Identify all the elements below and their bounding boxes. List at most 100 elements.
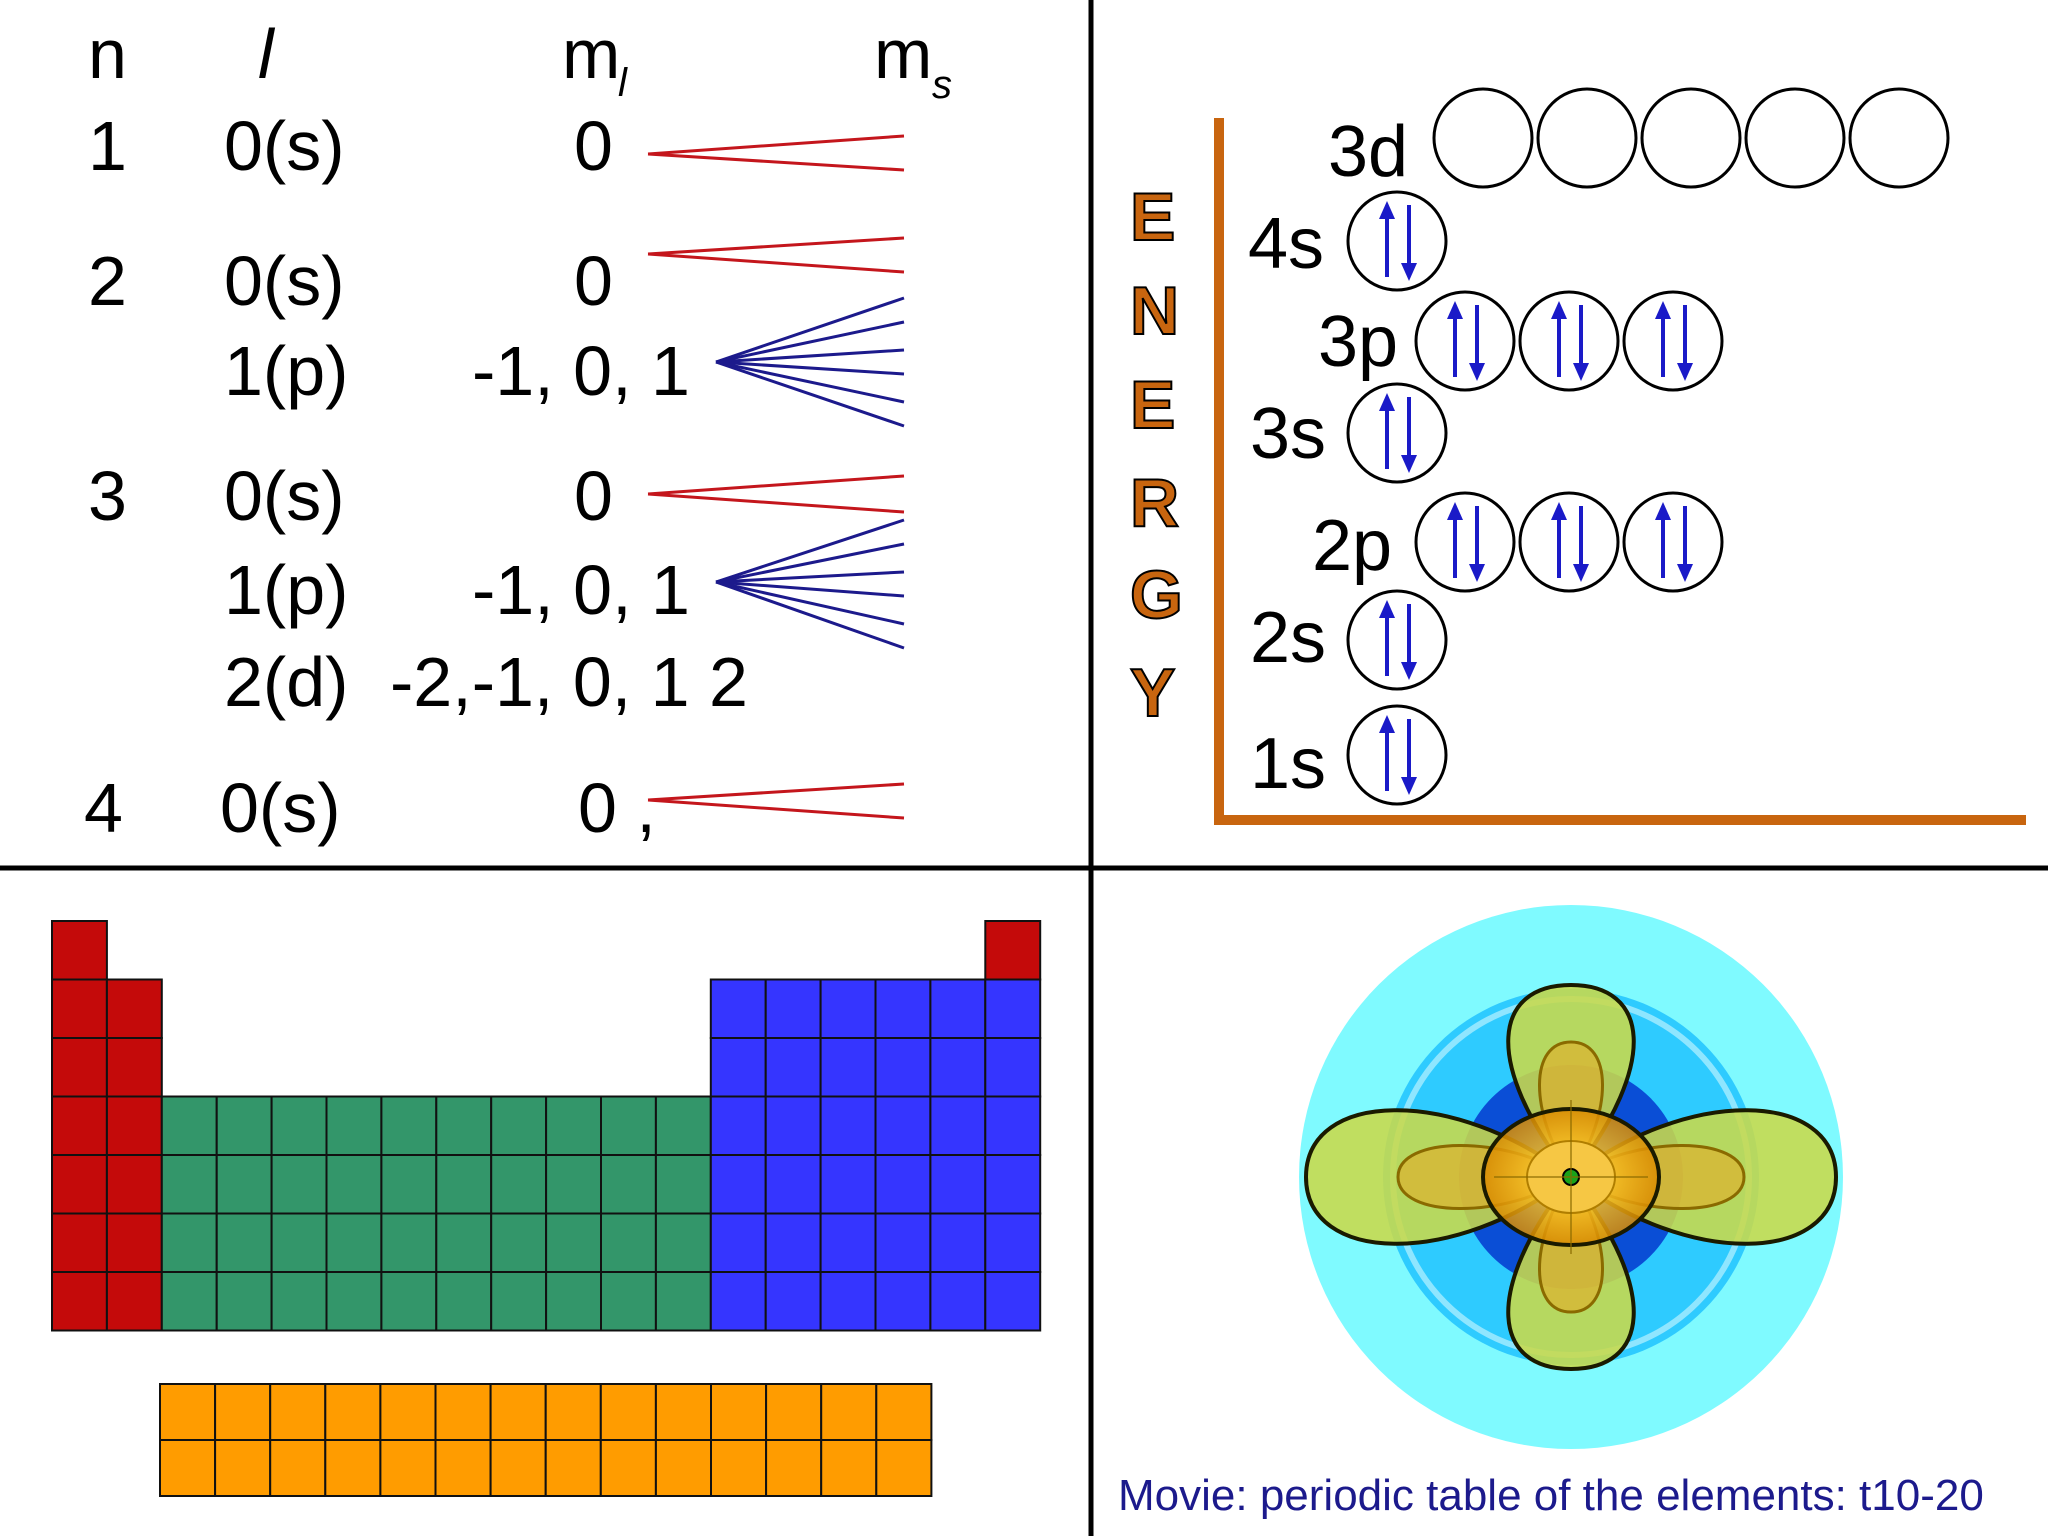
- d-block-cell: [160, 1212, 218, 1273]
- d-block-cell: [600, 1271, 657, 1332]
- d-block-cell: [380, 1095, 438, 1156]
- f-block-cell: [159, 1439, 217, 1497]
- f-block-cell: [434, 1383, 492, 1441]
- d-block-cell: [160, 1271, 218, 1332]
- spin-fan-2s: [647, 236, 905, 274]
- spin-down-arrowhead: [1401, 263, 1417, 281]
- row-1-ml: 0: [574, 107, 613, 185]
- d-block-cell: [654, 1271, 712, 1332]
- spin-up-arrowhead: [1551, 502, 1567, 520]
- s-block-cell: [105, 1154, 163, 1215]
- f-block-cell: [765, 1439, 823, 1497]
- energy-letter-4: R: [1130, 465, 1179, 541]
- p-block-cell: [984, 1212, 1042, 1273]
- p-block-cell: [874, 1212, 932, 1273]
- quantum-number-table: n l m l m s 1 0(s) 0 2 0(s) 0 1(p) -1, 0…: [84, 15, 952, 847]
- periodic-table: [51, 920, 1042, 1497]
- p-block-cell: [929, 978, 987, 1039]
- p-block-cell: [929, 1154, 987, 1215]
- f-block-cell: [324, 1439, 382, 1497]
- f-block-cell: [654, 1383, 713, 1441]
- f-block-cell: [599, 1439, 657, 1497]
- d-block-cell: [435, 1154, 493, 1215]
- s-block-cell: [51, 1095, 108, 1156]
- p-block-cell: [984, 1271, 1042, 1332]
- p-block-cell: [874, 978, 932, 1039]
- spin-fan-4s: [647, 782, 905, 820]
- p-block-cell: [984, 1154, 1042, 1215]
- row-4-l: 0(s): [220, 769, 341, 847]
- row-3d-ml: -2,-1, 0, 1 2: [390, 643, 748, 721]
- spin-fan-1s: [647, 134, 905, 172]
- spin-down-arrowhead: [1469, 363, 1485, 381]
- d-block-cell: [490, 1095, 548, 1156]
- row-1-l: 0(s): [224, 107, 345, 185]
- spin-up-arrowhead: [1379, 393, 1395, 411]
- p-block-cell: [764, 1154, 822, 1215]
- d-block-cell: [435, 1212, 493, 1273]
- row-4-n: 4: [84, 769, 123, 847]
- d-block-cell: [654, 1095, 712, 1156]
- orbital-box: [1744, 87, 1846, 189]
- s-block-cell: [51, 1271, 108, 1332]
- d-block-cell: [325, 1154, 383, 1215]
- d-block-cell: [490, 1271, 548, 1332]
- header-ml: m: [562, 15, 620, 93]
- spin-down-arrowhead: [1573, 363, 1589, 381]
- s-block-cell: [51, 1154, 108, 1215]
- f-block-cell: [324, 1383, 382, 1441]
- d-block-cell: [215, 1154, 273, 1215]
- spin-up-arrowhead: [1379, 715, 1395, 733]
- p-block-cell: [709, 978, 767, 1039]
- d-block-cell: [380, 1154, 438, 1215]
- d-block-cell: [270, 1154, 328, 1215]
- d-block-cell: [160, 1095, 218, 1156]
- header-n: n: [88, 15, 127, 93]
- f-block-cell: [489, 1439, 547, 1497]
- row-4-ml: 0 ,: [578, 769, 656, 847]
- level-label-3p: 3p: [1318, 302, 1398, 382]
- energy-axis-label: E N E R G Y: [1129, 178, 1184, 732]
- spin-up-arrowhead: [1655, 301, 1671, 319]
- row-3-l: 0(s): [224, 457, 345, 535]
- level-label-2p: 2p: [1312, 506, 1392, 586]
- spin-fan-3s: [647, 474, 905, 514]
- row-2p-l: 1(p): [224, 332, 348, 410]
- row-2-l: 0(s): [224, 242, 345, 320]
- orbital-box: [1346, 704, 1448, 806]
- row-2p-ml: -1, 0, 1: [472, 332, 690, 410]
- row-3d-l: 2(d): [224, 643, 348, 721]
- d-block-cell: [325, 1212, 383, 1273]
- f-block-cell: [434, 1439, 492, 1497]
- f-block-cell: [875, 1383, 933, 1441]
- s-block-cell: [51, 978, 108, 1039]
- s-block-cell: [105, 1037, 163, 1098]
- f-block-cell: [269, 1439, 327, 1497]
- energy-letter-1: E: [1130, 179, 1175, 255]
- d-block-cell: [160, 1154, 218, 1215]
- energy-level-2s: 2s: [1250, 589, 1448, 691]
- f-block-cell: [489, 1383, 547, 1441]
- p-block-cell: [819, 1037, 877, 1098]
- energy-level-3p: 3p: [1318, 290, 1724, 392]
- d-block-cell: [490, 1212, 548, 1273]
- p-block-cell: [929, 1095, 987, 1156]
- row-3-n: 3: [88, 457, 127, 535]
- f-block-cell: [820, 1383, 878, 1441]
- s-block-cell: [51, 920, 108, 981]
- level-label-1s: 1s: [1250, 724, 1326, 804]
- d-block-cell: [435, 1095, 493, 1156]
- row-2-ml: 0: [574, 242, 613, 320]
- f-block-cell: [214, 1383, 272, 1441]
- spin-down-arrowhead: [1401, 777, 1417, 795]
- p-block-cell: [764, 1037, 822, 1098]
- p-block-cell: [819, 1095, 877, 1156]
- orbital-box: [1346, 190, 1448, 292]
- orbital-box: [1518, 491, 1620, 593]
- header-ms-subscript: s: [932, 63, 952, 107]
- p-block-cell: [819, 1271, 877, 1332]
- spin-down-arrowhead: [1573, 564, 1589, 582]
- row-3-ml: 0: [574, 457, 613, 535]
- s-block-cell: [105, 1095, 163, 1156]
- helium-cell: [984, 920, 1042, 981]
